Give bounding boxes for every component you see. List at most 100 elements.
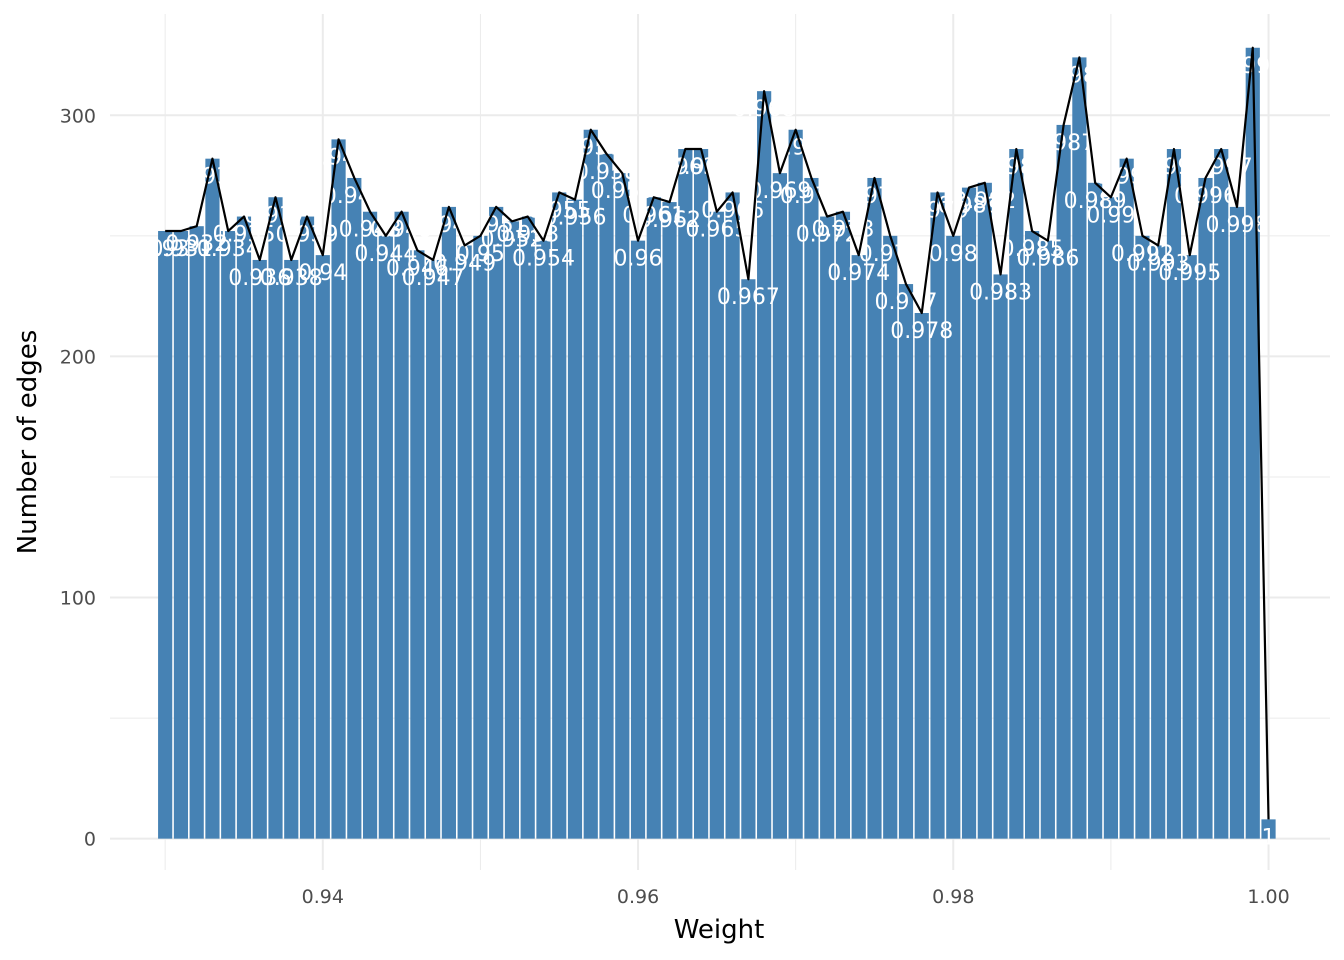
bar bbox=[1056, 124, 1071, 839]
bar bbox=[205, 158, 220, 839]
bar-label: 0.944 bbox=[354, 242, 417, 267]
bar-label: 0.977 bbox=[875, 290, 938, 315]
bar-label: 0.955 bbox=[528, 198, 591, 223]
bar-label: 0.984 bbox=[985, 155, 1048, 180]
bar bbox=[599, 153, 614, 839]
y-tick-label: 300 bbox=[60, 105, 96, 127]
bar-label: 0.983 bbox=[969, 280, 1032, 305]
bar-label: 0.974 bbox=[827, 261, 890, 286]
bar bbox=[1119, 158, 1134, 839]
bar-label: 0.954 bbox=[512, 247, 575, 272]
bar-label: 0.957 bbox=[559, 136, 622, 161]
y-tick-label: 0 bbox=[84, 829, 96, 851]
bar-label: 0.96 bbox=[614, 247, 663, 272]
bar bbox=[189, 226, 204, 839]
bar-label: 0.991 bbox=[1095, 165, 1158, 190]
bar-label: 0.94 bbox=[298, 261, 347, 286]
bar-labels-group: 0.930.9310.9320.9330.9340.9350.9360.9370… bbox=[141, 54, 1285, 851]
bar-label: 0.993 bbox=[1127, 251, 1190, 276]
bar-label: 0.948 bbox=[417, 213, 480, 238]
bar bbox=[693, 149, 709, 839]
bar-label: 0.943 bbox=[339, 218, 402, 243]
bar bbox=[473, 235, 488, 839]
bar-label: 0.936 bbox=[228, 266, 291, 291]
bar-label: 0.988 bbox=[1048, 63, 1111, 88]
x-tick-label: 0.98 bbox=[932, 886, 974, 908]
bar-label: 1 bbox=[1262, 825, 1276, 850]
y-axis-ticks: 0 100 200 300 bbox=[60, 105, 96, 850]
bar-label: 0.995 bbox=[1158, 261, 1221, 286]
x-tick-label: 1.00 bbox=[1247, 886, 1289, 908]
bar bbox=[961, 187, 977, 839]
bar bbox=[820, 216, 835, 839]
bar bbox=[1166, 149, 1182, 839]
bar bbox=[1040, 240, 1055, 839]
bar-label: 0.978 bbox=[890, 319, 953, 344]
bar-label: 0.942 bbox=[323, 184, 386, 209]
bar bbox=[221, 231, 236, 839]
bar-label: 0.98 bbox=[929, 242, 978, 267]
bar-label: 0.947 bbox=[402, 266, 465, 291]
y-tick-label: 200 bbox=[60, 346, 96, 368]
bar bbox=[993, 274, 1008, 839]
bars-group bbox=[158, 47, 1276, 839]
bar-label: 0.941 bbox=[307, 145, 370, 170]
bar bbox=[1103, 197, 1118, 839]
bar-label: 0.99 bbox=[1086, 203, 1135, 228]
bar bbox=[441, 206, 456, 839]
bar-label: 0.994 bbox=[1142, 155, 1205, 180]
bar bbox=[804, 177, 819, 839]
bar bbox=[741, 279, 756, 839]
bar-label: 0.971 bbox=[780, 184, 843, 209]
bar bbox=[536, 240, 551, 839]
bar bbox=[583, 129, 598, 839]
bar bbox=[173, 231, 189, 839]
bar-label: 0.992 bbox=[1111, 242, 1174, 267]
bar-label: 0.958 bbox=[575, 160, 638, 185]
bar bbox=[898, 284, 914, 839]
bar-label: 0.933 bbox=[181, 165, 244, 190]
bar-label: 0.951 bbox=[465, 213, 528, 238]
bar bbox=[1214, 149, 1229, 839]
bar-label: 0.985 bbox=[1001, 237, 1064, 262]
bar bbox=[646, 197, 661, 839]
bar-label: 0.969 bbox=[748, 179, 811, 204]
x-axis-title: Weight bbox=[674, 915, 765, 945]
bar bbox=[1151, 245, 1166, 839]
bar bbox=[284, 259, 299, 839]
bar bbox=[410, 250, 425, 839]
bar bbox=[930, 192, 945, 839]
bar bbox=[946, 235, 961, 839]
bar bbox=[520, 216, 535, 839]
bar bbox=[1229, 206, 1245, 839]
bar bbox=[788, 129, 803, 839]
bar bbox=[426, 259, 441, 839]
bar bbox=[1072, 57, 1087, 839]
x-tick-label: 0.94 bbox=[302, 886, 344, 908]
bar-label: 0.989 bbox=[1064, 189, 1127, 214]
bar-label: 0.967 bbox=[717, 285, 780, 310]
bar-label: 0.97 bbox=[771, 136, 820, 161]
bar bbox=[331, 139, 346, 839]
bar bbox=[347, 177, 362, 839]
bar bbox=[1261, 819, 1276, 839]
bar-label: 0.945 bbox=[370, 218, 433, 243]
bar bbox=[709, 211, 724, 839]
bar bbox=[315, 255, 330, 839]
bar bbox=[362, 211, 378, 839]
x-tick-label: 0.96 bbox=[617, 886, 659, 908]
bar bbox=[851, 255, 866, 839]
bar-label: 0.931 bbox=[149, 237, 212, 262]
bar bbox=[1088, 182, 1103, 839]
bar bbox=[835, 211, 851, 839]
bar-label: 0.976 bbox=[859, 242, 922, 267]
bar bbox=[567, 199, 583, 839]
bar bbox=[757, 91, 772, 839]
bar bbox=[1198, 177, 1213, 839]
bar bbox=[1025, 231, 1040, 839]
bar bbox=[883, 235, 898, 839]
bar-label: 0.932 bbox=[165, 232, 228, 257]
y-axis-title: Number of edges bbox=[13, 330, 43, 555]
bar bbox=[615, 173, 630, 839]
bar bbox=[1009, 149, 1024, 839]
